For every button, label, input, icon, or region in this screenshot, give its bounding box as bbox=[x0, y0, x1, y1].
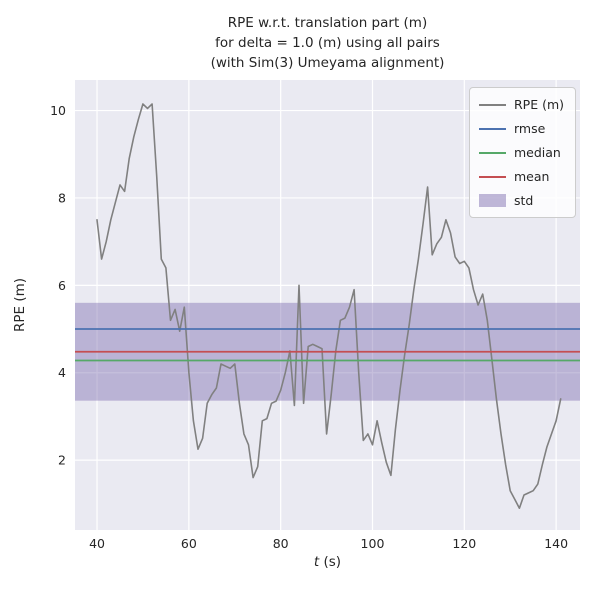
x-axis-label: t (s) bbox=[75, 554, 580, 570]
y-tick-label: 2 bbox=[58, 453, 66, 468]
y-tick-label: 4 bbox=[58, 365, 66, 380]
y-axis-tick-labels: 2 4 6 8 10 bbox=[50, 103, 66, 468]
legend: RPE (m) rmse median mean std bbox=[468, 87, 576, 218]
x-axis-tick-labels: 40 60 80 100 120 140 bbox=[89, 536, 568, 551]
median-line-swatch-icon bbox=[478, 151, 506, 154]
x-tick-label: 40 bbox=[89, 536, 105, 551]
mean-line-swatch-icon bbox=[478, 175, 506, 178]
y-tick-label: 8 bbox=[58, 190, 66, 205]
x-tick-label: 100 bbox=[361, 536, 385, 551]
y-tick-label: 10 bbox=[50, 103, 66, 118]
x-axis-label-unit: (s) bbox=[319, 554, 342, 570]
rpe-line-swatch-icon bbox=[478, 103, 506, 106]
y-tick-label: 6 bbox=[58, 278, 66, 293]
rmse-line-swatch-icon bbox=[478, 127, 506, 130]
legend-label-rmse: rmse bbox=[513, 121, 546, 136]
chart-title: RPE w.r.t. translation part (m) for delt… bbox=[210, 15, 445, 71]
legend-item-median: median bbox=[478, 143, 564, 162]
legend-label-rpe: RPE (m) bbox=[513, 97, 564, 112]
x-tick-label: 140 bbox=[544, 536, 568, 551]
rpe-line bbox=[96, 103, 562, 510]
legend-item-mean: mean bbox=[478, 167, 564, 186]
x-tick-label: 60 bbox=[181, 536, 197, 551]
std-band-swatch-icon bbox=[478, 194, 506, 207]
legend-label-mean: mean bbox=[513, 169, 550, 184]
series-layer bbox=[75, 103, 580, 510]
legend-item-rmse: rmse bbox=[478, 119, 564, 138]
y-axis-label: RPE (m) bbox=[12, 277, 28, 333]
x-tick-label: 120 bbox=[452, 536, 476, 551]
legend-item-rpe: RPE (m) bbox=[478, 95, 564, 114]
x-axis-label-variable: t bbox=[313, 554, 320, 570]
legend-label-median: median bbox=[513, 145, 561, 160]
legend-item-std: std bbox=[478, 191, 564, 210]
legend-label-std: std bbox=[513, 193, 534, 208]
x-tick-label: 80 bbox=[273, 536, 289, 551]
